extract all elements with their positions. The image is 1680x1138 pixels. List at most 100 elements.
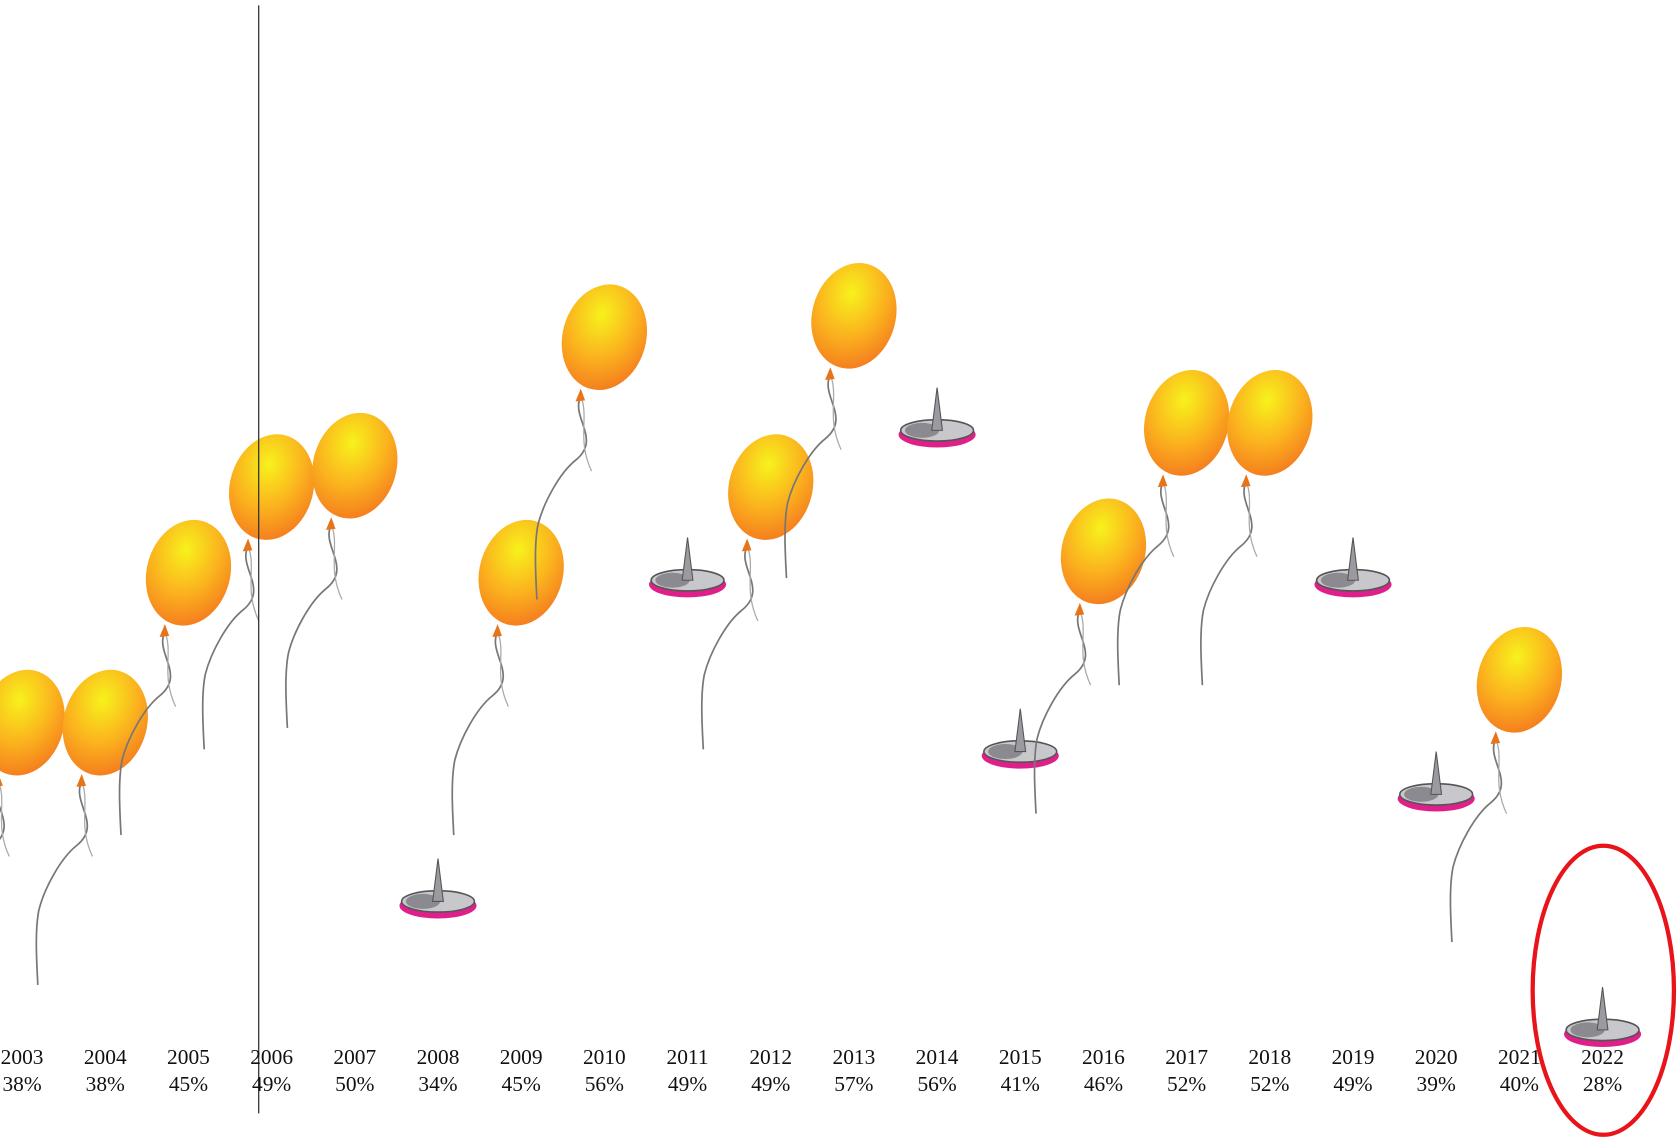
- value-label: 38%: [2, 1072, 41, 1096]
- balloon-body: [561, 284, 648, 391]
- data-mark: [285, 412, 398, 729]
- pin-shade: [1570, 1022, 1605, 1038]
- value-label: 39%: [1417, 1072, 1456, 1096]
- x-tick-label: 2022: [1581, 1045, 1624, 1069]
- balloon-body: [229, 434, 315, 540]
- x-tick-label: 2012: [749, 1045, 792, 1069]
- x-tick-label: 2019: [1332, 1045, 1375, 1069]
- data-mark: [1033, 498, 1147, 814]
- value-label: 56%: [917, 1072, 956, 1096]
- x-tick-label: 2013: [833, 1045, 876, 1069]
- balloon-string: [285, 524, 338, 729]
- value-label: 49%: [751, 1072, 790, 1096]
- x-tick-label: 2021: [1498, 1045, 1541, 1069]
- value-label: 57%: [834, 1072, 873, 1096]
- x-tick-label: 2010: [583, 1045, 626, 1069]
- balloon-knot: [492, 624, 502, 637]
- pin-needle: [1430, 751, 1443, 795]
- x-tick-label: 2008: [417, 1045, 460, 1069]
- pin-shade: [405, 893, 441, 909]
- balloon-string: [1200, 481, 1253, 686]
- value-label: 50%: [335, 1072, 374, 1096]
- balloon-knot: [76, 774, 87, 787]
- highlight-ellipse: [1530, 843, 1677, 1137]
- balloon-knot: [1490, 731, 1501, 745]
- pin-needle: [931, 387, 944, 431]
- balloon-ribbon: [1162, 481, 1175, 557]
- balloon-ribbon: [746, 545, 759, 622]
- balloon-ribbon: [829, 374, 842, 450]
- balloon-body: [1227, 370, 1313, 476]
- balloon-body: [728, 434, 814, 540]
- data-mark: [35, 669, 148, 985]
- balloon-ribbon: [1079, 609, 1092, 686]
- balloon-ribbon: [1495, 738, 1508, 814]
- value-label: 46%: [1084, 1072, 1123, 1096]
- pin-shade: [904, 422, 940, 438]
- value-label: 45%: [502, 1072, 541, 1096]
- balloon-body: [145, 519, 232, 626]
- data-mark: [399, 858, 477, 919]
- balloon-ribbon: [1245, 481, 1258, 557]
- balloon-knot: [242, 538, 253, 552]
- data-mark: [700, 434, 814, 750]
- data-mark: [118, 519, 232, 836]
- data-mark: [649, 537, 727, 598]
- balloon-string: [451, 631, 505, 836]
- balloon-ribbon: [330, 524, 343, 600]
- balloon-ribbon: [164, 631, 177, 707]
- pin-shade: [1404, 786, 1439, 802]
- marks: [0, 262, 1642, 1048]
- balloon-string: [35, 781, 89, 985]
- balloon-knot: [0, 778, 3, 787]
- balloon-body: [1144, 370, 1230, 476]
- value-label: 49%: [252, 1072, 291, 1096]
- data-mark: [784, 262, 897, 579]
- x-tick-label: 2007: [333, 1045, 376, 1069]
- balloon-ribbon: [81, 781, 94, 857]
- balloon-body: [62, 669, 148, 776]
- x-tick-label: 2018: [1248, 1045, 1291, 1069]
- data-mark: [201, 434, 315, 750]
- value-label: 41%: [1001, 1072, 1040, 1096]
- x-tick-label: 2005: [167, 1045, 210, 1069]
- pin-shade: [1320, 572, 1356, 588]
- balloon-knot: [825, 367, 835, 381]
- value-label: 34%: [418, 1072, 457, 1096]
- balloon-knot: [1240, 474, 1251, 488]
- x-tick-label: 2015: [999, 1045, 1042, 1069]
- balloon-knot: [1074, 602, 1085, 616]
- value-label: 40%: [1500, 1072, 1539, 1096]
- value-label: 52%: [1250, 1072, 1289, 1096]
- balloon-body: [312, 412, 398, 519]
- value-label: 49%: [668, 1072, 707, 1096]
- value-label: 28%: [1583, 1072, 1622, 1096]
- x-tick-label: 2016: [1082, 1045, 1125, 1069]
- pin-needle: [1596, 986, 1609, 1031]
- balloon-ribbon: [0, 784, 10, 857]
- value-label: 38%: [86, 1072, 125, 1096]
- balloon-knot: [741, 538, 752, 552]
- x-tick-label: 2017: [1165, 1045, 1208, 1069]
- value-label: 49%: [1333, 1072, 1372, 1096]
- balloon-knot: [1157, 474, 1168, 488]
- data-mark: [451, 519, 564, 836]
- pin-needle: [681, 537, 694, 581]
- data-mark: [898, 387, 976, 448]
- data-mark: [1200, 370, 1313, 686]
- balloon-body: [1060, 498, 1147, 605]
- balloon-string: [1033, 609, 1087, 814]
- balloon-ribbon: [247, 545, 260, 622]
- data-mark: [981, 708, 1059, 769]
- x-tick-label: 2011: [667, 1045, 709, 1069]
- pin-needle: [1347, 537, 1359, 581]
- balloon-body: [0, 669, 65, 776]
- balloon-body: [478, 519, 564, 626]
- x-tick-label: 2003: [1, 1045, 44, 1069]
- pin-needle: [1014, 708, 1027, 753]
- balloon-body: [1476, 626, 1563, 733]
- data-mark: [0, 669, 65, 857]
- balloon-knot: [575, 388, 586, 402]
